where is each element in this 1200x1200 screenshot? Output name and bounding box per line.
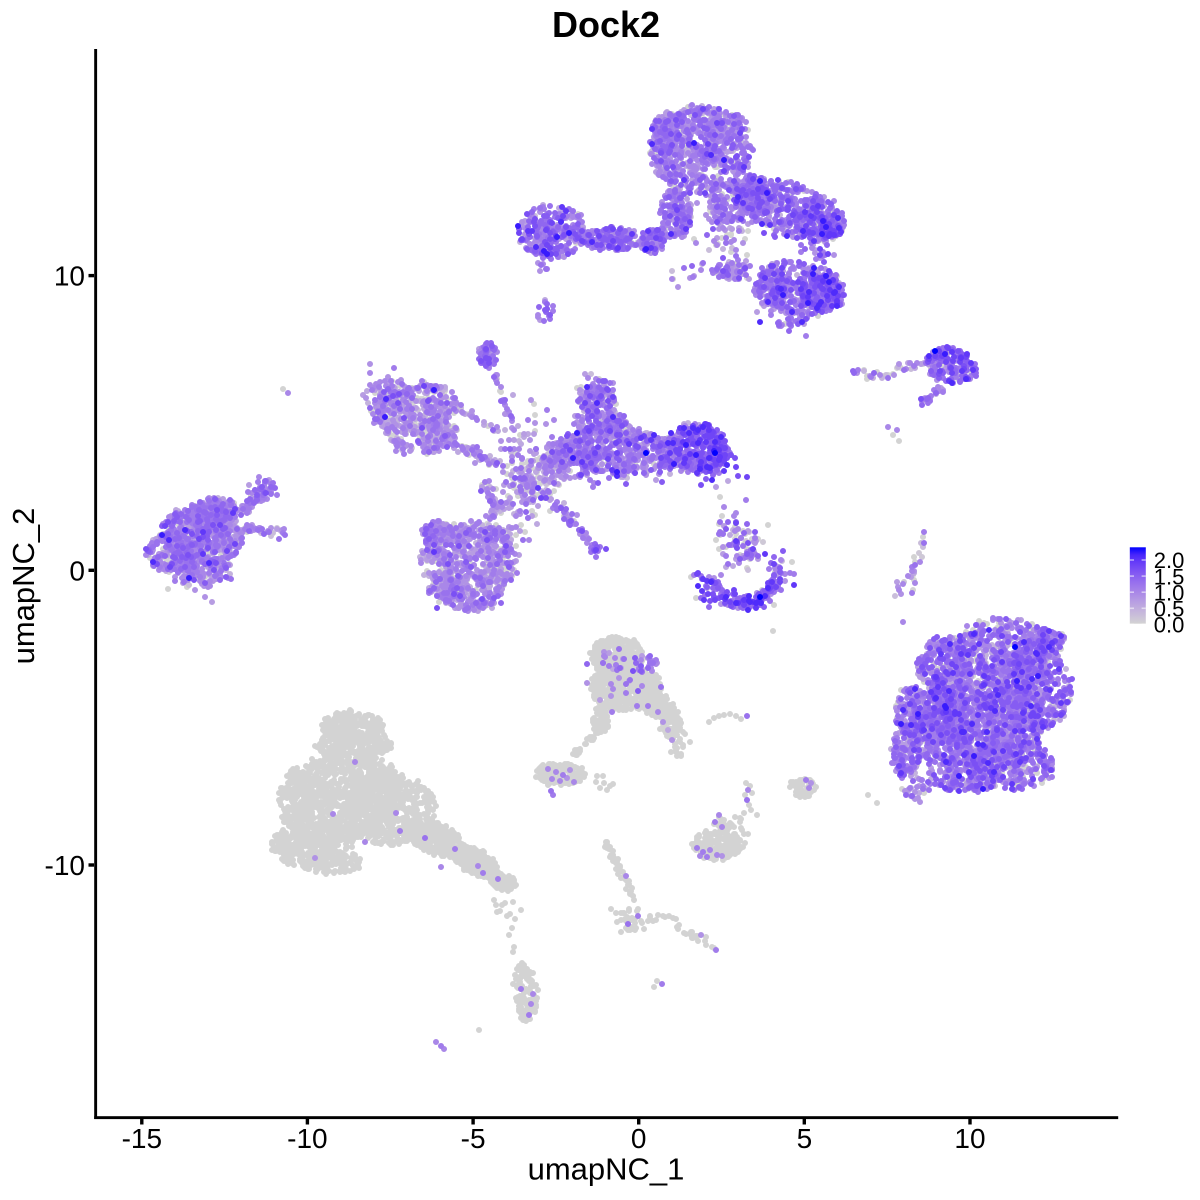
- svg-text:1.0: 1.0: [1154, 580, 1185, 605]
- svg-text:umapNC_2: umapNC_2: [6, 508, 41, 665]
- svg-text:10: 10: [54, 261, 85, 292]
- svg-text:1.5: 1.5: [1154, 564, 1185, 589]
- svg-text:umapNC_1: umapNC_1: [528, 1151, 685, 1186]
- svg-text:2.0: 2.0: [1154, 548, 1185, 573]
- svg-text:-15: -15: [122, 1123, 162, 1154]
- svg-text:-5: -5: [461, 1123, 486, 1154]
- svg-text:10: 10: [954, 1123, 985, 1154]
- svg-text:Dock2: Dock2: [552, 4, 660, 45]
- svg-text:-10: -10: [287, 1123, 327, 1154]
- svg-text:-10: -10: [45, 850, 85, 881]
- svg-text:5: 5: [797, 1123, 813, 1154]
- svg-text:0: 0: [631, 1123, 647, 1154]
- svg-text:0: 0: [69, 555, 85, 586]
- svg-text:0.0: 0.0: [1154, 613, 1185, 638]
- svg-text:0.5: 0.5: [1154, 597, 1185, 622]
